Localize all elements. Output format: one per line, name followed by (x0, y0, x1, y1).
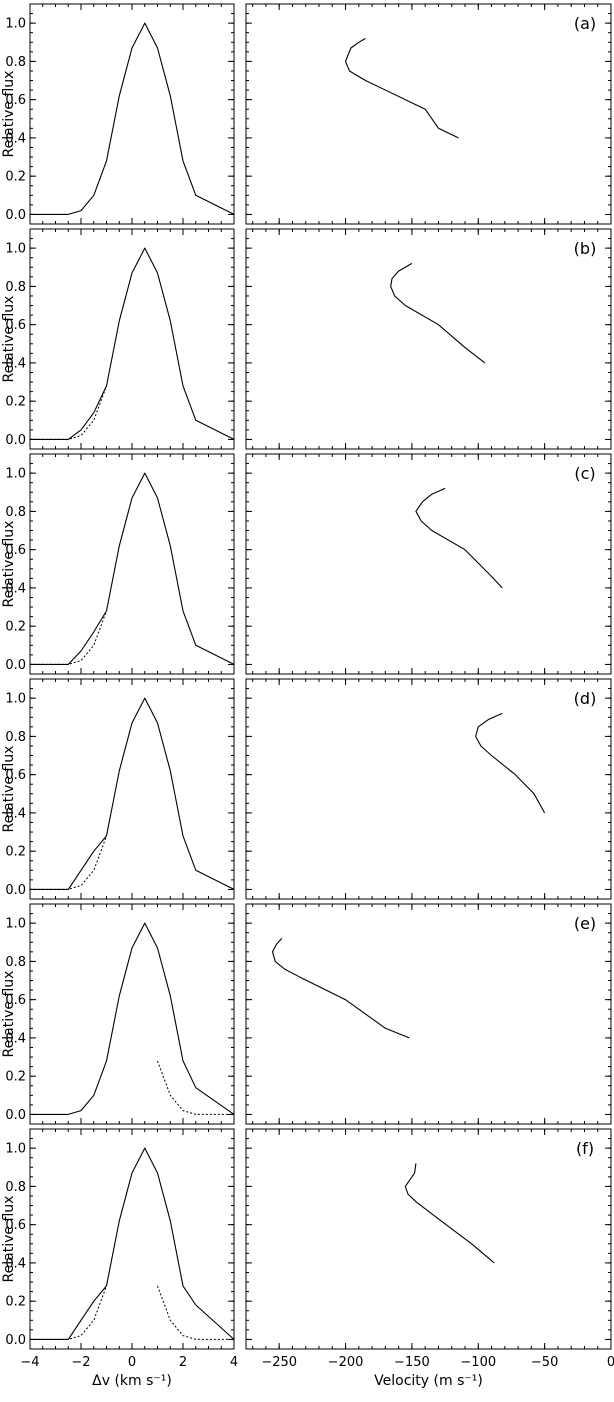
profile-solid-line (30, 472, 235, 665)
y-axis-title: Relative flux (1, 521, 17, 608)
y-tick-label: 1.0 (5, 467, 26, 482)
velocity-line (271, 938, 410, 1039)
y-tick-label: 1.0 (5, 692, 26, 707)
x-tick-label: −2 (71, 1355, 90, 1370)
velocity-panel-frame (245, 678, 612, 900)
profile-solid-line (30, 247, 235, 440)
y-tick-label: 1.0 (5, 1142, 26, 1157)
y-tick-label: 0.8 (5, 505, 26, 520)
velocity-line (390, 262, 486, 364)
x-tick-label: 0 (128, 1355, 136, 1370)
panel-label: (b) (574, 239, 597, 258)
profile-dotted-line (30, 610, 107, 665)
y-tick-label: 0.8 (5, 55, 26, 70)
profile-solid-line (30, 1147, 235, 1340)
y-tick-label: 1.0 (5, 242, 26, 257)
profile-panel-frame (29, 453, 235, 675)
y-tick-label: 0.0 (5, 433, 26, 448)
y-tick-label: 0.4 (5, 581, 26, 596)
y-tick-label: 0.6 (5, 768, 26, 783)
profile-solid-line (30, 22, 235, 215)
panel-label: (e) (574, 914, 596, 933)
velocity-panel-frame (245, 453, 612, 675)
x-tick-label: 4 (230, 1355, 238, 1370)
panel-label: (c) (574, 464, 595, 483)
profile-solid-line (30, 697, 235, 890)
profile-dotted-line (30, 835, 107, 890)
y-tick-label: 0.0 (5, 1333, 26, 1348)
y-tick-label: 0.6 (5, 93, 26, 108)
panel-label: (f) (576, 1139, 594, 1158)
x-tick-label: 2 (179, 1355, 187, 1370)
x-tick-label: −50 (531, 1355, 558, 1370)
x-tick-label: −100 (460, 1355, 496, 1370)
x-axis-title-left: Δv (km s⁻¹) (92, 1373, 172, 1389)
y-axis-title: Relative flux (1, 296, 17, 383)
panel-label: (a) (574, 14, 596, 33)
x-tick-label: −150 (394, 1355, 430, 1370)
x-tick-label: 0 (607, 1355, 614, 1370)
y-tick-label: 0.8 (5, 955, 26, 970)
y-tick-label: 0.4 (5, 131, 26, 146)
profile-dotted-line (30, 385, 107, 440)
profile-panel-frame (29, 228, 235, 450)
velocity-panel-frame (245, 228, 612, 450)
y-tick-label: 0.6 (5, 318, 26, 333)
x-axis-title-right: Velocity (m s⁻¹) (374, 1373, 483, 1389)
velocity-line (404, 1163, 495, 1264)
y-tick-label: 0.2 (5, 620, 26, 635)
y-axis-title: Relative flux (1, 1196, 17, 1283)
velocity-panel-frame (245, 1128, 612, 1350)
profile-solid-line (30, 922, 235, 1115)
y-tick-label: 0.2 (5, 395, 26, 410)
y-tick-label: 0.4 (5, 806, 26, 821)
y-axis-title: Relative flux (1, 746, 17, 833)
y-tick-label: 0.6 (5, 543, 26, 558)
y-tick-label: 0.6 (5, 1218, 26, 1233)
y-tick-label: 1.0 (5, 917, 26, 932)
y-tick-label: 0.4 (5, 356, 26, 371)
velocity-panel-frame (245, 3, 612, 225)
y-tick-label: 0.4 (5, 1031, 26, 1046)
x-tick-label: −200 (328, 1355, 364, 1370)
y-tick-label: 0.0 (5, 208, 26, 223)
velocity-line (475, 712, 546, 814)
profile-dotted-line (157, 1285, 234, 1340)
profile-panel-frame (29, 903, 235, 1125)
y-axis-title: Relative flux (1, 71, 17, 158)
y-tick-label: 0.2 (5, 1070, 26, 1085)
y-tick-label: 0.0 (5, 1108, 26, 1123)
y-tick-label: 0.8 (5, 280, 26, 295)
velocity-line (415, 487, 503, 589)
y-tick-label: 0.2 (5, 845, 26, 860)
profile-panel-frame (29, 1128, 235, 1350)
y-tick-label: 0.6 (5, 993, 26, 1008)
x-tick-label: −250 (261, 1355, 297, 1370)
y-tick-label: 0.2 (5, 170, 26, 185)
profile-panel-frame (29, 678, 235, 900)
y-tick-label: 0.0 (5, 658, 26, 673)
profile-dotted-line (30, 1285, 107, 1340)
velocity-panel-frame (245, 903, 612, 1125)
y-tick-label: 0.8 (5, 1180, 26, 1195)
x-tick-label: −4 (20, 1355, 39, 1370)
y-axis-title: Relative flux (1, 971, 17, 1058)
y-tick-label: 0.8 (5, 730, 26, 745)
y-tick-label: 0.4 (5, 1256, 26, 1271)
profile-dotted-line (157, 1060, 234, 1115)
y-tick-label: 0.2 (5, 1295, 26, 1310)
y-tick-label: 0.0 (5, 883, 26, 898)
velocity-line (344, 37, 459, 139)
profile-panel-frame (29, 3, 235, 225)
panel-label: (d) (574, 689, 597, 708)
y-tick-label: 1.0 (5, 17, 26, 32)
